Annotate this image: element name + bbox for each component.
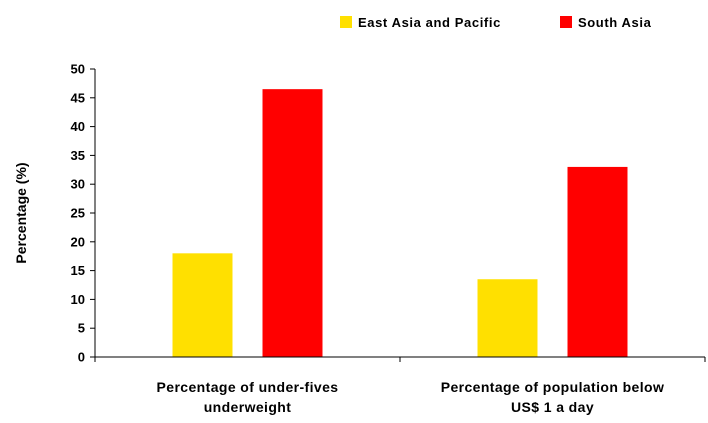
y-tick-label: 50 [71,62,85,77]
legend-swatch [560,16,572,28]
category-label: Percentage of under-fives [157,379,339,395]
category-label: Percentage of population below [441,379,665,395]
category-label: underweight [204,399,292,415]
y-tick-label: 25 [71,206,85,221]
category-label: US$ 1 a day [511,399,594,415]
y-tick-label: 5 [78,321,85,336]
y-tick-label: 45 [71,90,85,105]
bar [172,253,233,357]
y-axis-title-group: Percentage (%) [13,162,29,263]
legend-label: East Asia and Pacific [358,15,501,30]
category-labels: Percentage of under-fives underweight Perc… [157,379,665,415]
y-tick-label: 0 [78,350,85,365]
bars [172,89,628,357]
y-tick-label: 20 [71,234,85,249]
y-axis-ticks: 0 5 10 15 20 25 30 35 40 45 50 [71,62,95,365]
y-tick-label: 40 [71,119,85,134]
bar [262,89,323,357]
y-tick-label: 35 [71,148,85,163]
legend-label: South Asia [578,15,652,30]
y-tick-label: 30 [71,177,85,192]
bar [477,279,538,357]
axes [94,69,706,362]
bar [567,166,628,357]
legend-swatch [340,16,352,28]
y-tick-label: 10 [71,292,85,307]
y-axis-title: Percentage (%) [13,162,29,263]
y-tick-label: 15 [71,263,85,278]
legend: East Asia and Pacific South Asia [340,15,652,30]
